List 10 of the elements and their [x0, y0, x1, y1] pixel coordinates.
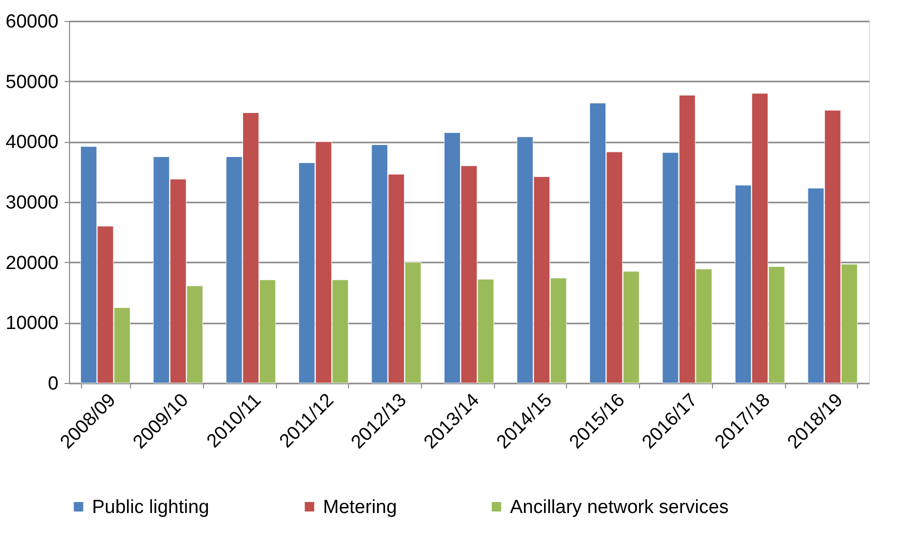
y-tick-label: 60000: [6, 12, 58, 32]
y-tick-label: 20000: [6, 252, 58, 274]
legend-label: Public lighting: [92, 496, 210, 518]
legend-label: Ancillary network services: [510, 496, 729, 518]
y-tick-label: 50000: [6, 72, 58, 93]
y-tick-label: 10000: [6, 313, 58, 334]
y-tick-label: 0: [48, 374, 58, 394]
y-tick-label: 30000: [6, 192, 58, 214]
legend-label: Metering: [323, 496, 397, 518]
y-tick-label: 40000: [6, 132, 58, 154]
